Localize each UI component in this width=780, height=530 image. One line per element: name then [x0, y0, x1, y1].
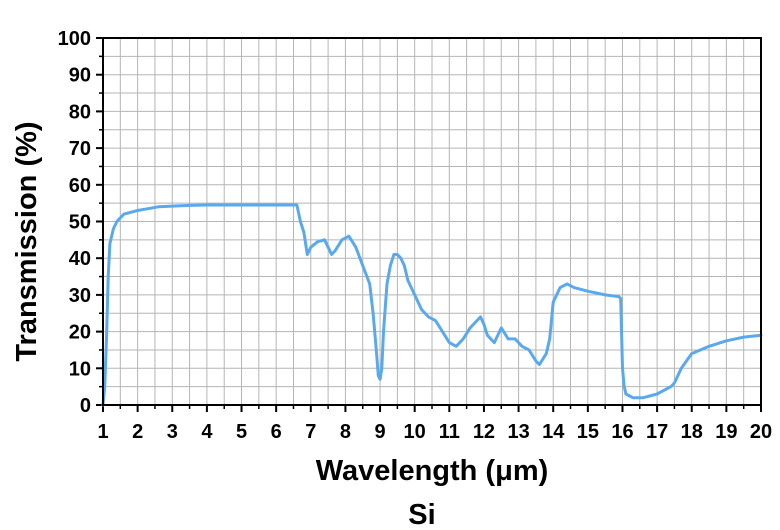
- x-tick-label: 6: [271, 421, 282, 443]
- y-tick-label: 90: [69, 65, 91, 87]
- x-tick-label: 14: [542, 421, 565, 443]
- y-tick-label: 50: [69, 212, 91, 234]
- x-axis-title: Wavelength (μm): [316, 455, 549, 487]
- y-tick-label: 100: [58, 28, 91, 50]
- x-tick-label: 11: [439, 421, 460, 443]
- x-tick-label: 17: [646, 421, 668, 443]
- x-tick-label: 2: [132, 421, 143, 443]
- transmission-series-line: [101, 203, 763, 407]
- y-tick-label: 70: [69, 138, 91, 160]
- y-axis-title: Transmission (%): [11, 121, 43, 361]
- grid: [102, 37, 762, 406]
- x-tick-label: 3: [167, 421, 178, 443]
- x-tick-labels: 1 2 3 4 5 6 7 8 9 10 11 12 13 14 15 16 17 18 19 20: [97, 421, 772, 443]
- plot-frame: [102, 37, 762, 406]
- x-tick-label: 8: [340, 421, 351, 443]
- x-tick-label: 20: [750, 421, 772, 443]
- y-tick-label: 20: [69, 322, 91, 344]
- x-tick-label: 16: [611, 421, 633, 443]
- x-tick-label: 4: [201, 421, 213, 443]
- y-tick-label: 80: [69, 101, 91, 123]
- x-tick-label: 18: [681, 421, 703, 443]
- x-tick-label: 12: [473, 421, 495, 443]
- y-tick-label: 60: [69, 175, 91, 197]
- x-tick-label: 13: [507, 421, 529, 443]
- x-tick-label: 19: [715, 421, 737, 443]
- x-tick-label: 7: [305, 421, 316, 443]
- x-tick-label: 10: [404, 421, 426, 443]
- y-tick-labels: 0 10 20 30 40 50 60 70 80 90 100: [58, 28, 91, 417]
- y-tick-label: 30: [69, 285, 91, 307]
- sample-label: Si: [408, 499, 435, 530]
- x-tick-label: 1: [97, 421, 108, 443]
- x-tick-label: 9: [374, 421, 385, 443]
- y-tick-label: 0: [80, 395, 91, 417]
- y-tick-label: 40: [69, 248, 91, 270]
- y-tick-label: 10: [69, 358, 91, 380]
- x-tick-label: 5: [236, 421, 247, 443]
- axis-ticks: [96, 37, 762, 412]
- x-tick-label: 15: [577, 421, 599, 443]
